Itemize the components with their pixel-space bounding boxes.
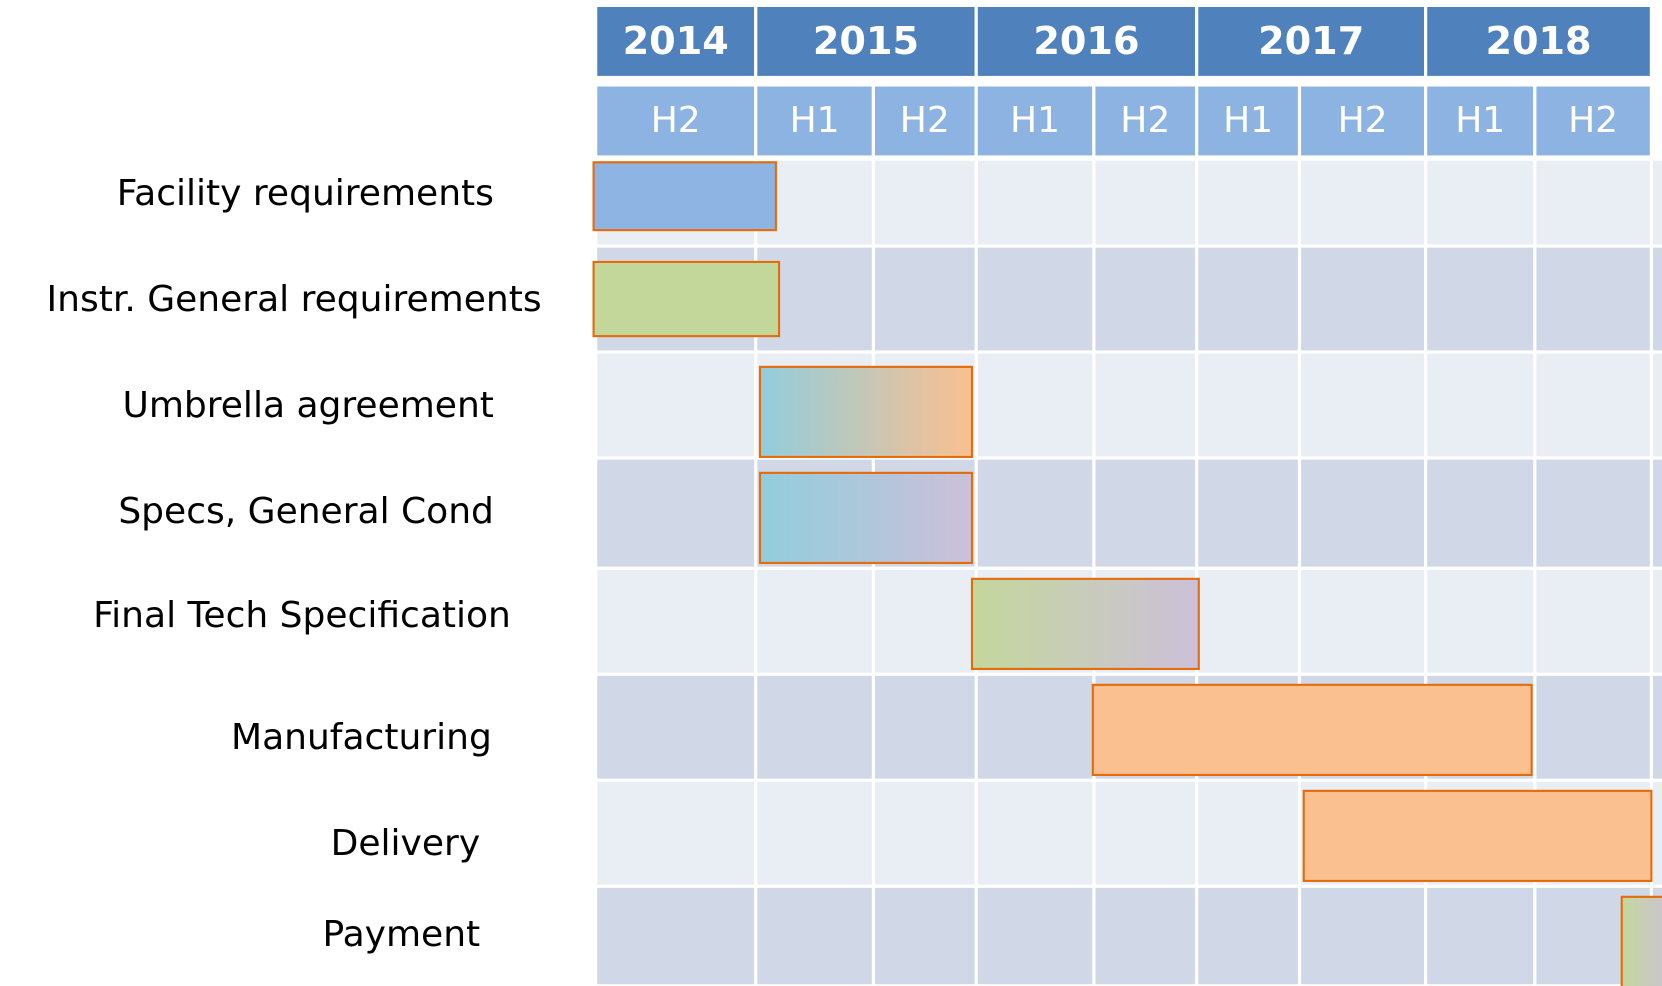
half-cell bbox=[1533, 83, 1653, 159]
half-cell bbox=[1092, 83, 1199, 159]
year-cell bbox=[754, 3, 978, 80]
year-label: 2018 bbox=[1485, 19, 1591, 63]
task-label: Delivery bbox=[331, 823, 481, 864]
year-label: 2017 bbox=[1258, 19, 1364, 63]
year-cell bbox=[594, 3, 758, 80]
task-label: Final Tech Specification bbox=[93, 595, 511, 636]
year-label: 2014 bbox=[623, 19, 729, 63]
half-label: H1 bbox=[1223, 100, 1273, 141]
task-label: Manufacturing bbox=[231, 717, 492, 758]
half-label: H2 bbox=[651, 100, 701, 141]
half-cell bbox=[1297, 83, 1428, 159]
task-bar bbox=[592, 260, 781, 338]
year-cell bbox=[1424, 3, 1653, 80]
layer: 2014 2015 2016 2017 2018 H2 H1 H2 H1 H2 H1 H2 H1 H2 Fa… bbox=[47, 3, 1662, 986]
half-label: H2 bbox=[1120, 100, 1170, 141]
task-label: Instr. General requirements bbox=[47, 279, 542, 320]
half-label: H2 bbox=[1338, 100, 1388, 141]
half-label: H1 bbox=[1455, 100, 1505, 141]
task-bar bbox=[592, 161, 777, 232]
year-cell bbox=[974, 3, 1199, 80]
task-bar bbox=[1091, 683, 1533, 777]
task-bar bbox=[1302, 789, 1653, 883]
task-label: Specs, General Cond bbox=[118, 491, 494, 532]
row-band bbox=[595, 886, 1662, 986]
task-bar bbox=[970, 577, 1200, 671]
half-label: H1 bbox=[790, 100, 840, 141]
task-label: Facility requirements bbox=[117, 173, 494, 214]
half-cell bbox=[1424, 83, 1537, 159]
half-label: H2 bbox=[1568, 100, 1618, 141]
half-label: H2 bbox=[900, 100, 950, 141]
task-label: Payment bbox=[322, 914, 480, 955]
task-bar bbox=[758, 471, 974, 565]
half-cell bbox=[974, 83, 1096, 159]
half-label: H1 bbox=[1010, 100, 1060, 141]
year-label: 2016 bbox=[1033, 19, 1139, 63]
year-cell bbox=[1195, 3, 1428, 80]
task-label: Umbrella agreement bbox=[122, 385, 493, 426]
task-bar bbox=[1620, 895, 1662, 986]
task-bar bbox=[758, 365, 974, 459]
year-label: 2015 bbox=[813, 19, 919, 63]
